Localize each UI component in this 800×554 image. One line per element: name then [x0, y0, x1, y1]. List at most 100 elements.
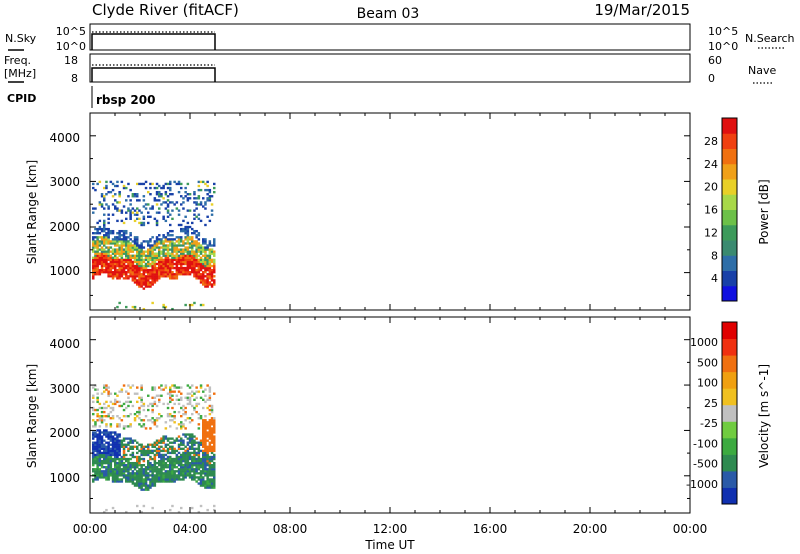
velocity-data-cell [98, 402, 102, 406]
power-data-cell [136, 273, 139, 276]
power-data-cell [155, 244, 159, 247]
velocity-data-cell [96, 433, 99, 436]
power-data-cell [142, 217, 146, 221]
velocity-data-cell [138, 449, 141, 453]
velocity-data-cell [169, 478, 172, 481]
velocity-data-cell [208, 419, 212, 422]
velocity-data-cell [107, 415, 110, 418]
power-data-cell [188, 252, 192, 255]
power-data-cell [202, 260, 205, 264]
velocity-data-cell [118, 457, 121, 461]
velocity-data-cell [129, 474, 132, 477]
velocity-data-cell [204, 421, 207, 424]
velocity-data-cell [206, 482, 209, 485]
velocity-data-cell [114, 400, 117, 404]
power-data-cell [199, 279, 203, 282]
power-data-cell [180, 227, 183, 231]
velocity-data-cell [180, 474, 183, 477]
velocity-data-cell [122, 427, 126, 430]
velocity-data-cell [197, 417, 201, 420]
velocity-data-cell [118, 404, 121, 408]
power-data-cell [213, 260, 216, 264]
power-data-cell [96, 264, 99, 268]
power-data-cell [114, 264, 117, 268]
velocity-data-cell [140, 466, 143, 469]
velocity-data-cell [100, 421, 104, 424]
power-data-cell [175, 248, 179, 251]
velocity-data-cell [204, 427, 207, 430]
power-data-cell [195, 252, 198, 255]
power-data-cell [109, 275, 113, 278]
velocity-data-cell [111, 480, 115, 483]
power-data-cell [149, 252, 152, 255]
velocity-data-cell [160, 459, 163, 463]
velocity-data-cell [164, 453, 168, 457]
velocity-data-cell [98, 447, 102, 451]
power-data-cell [184, 225, 187, 229]
velocity-data-cell [94, 449, 97, 453]
velocity-data-cell [114, 392, 117, 395]
power-data-cell [191, 221, 194, 225]
power-data-cell [140, 256, 143, 259]
velocity-colorbar-tick: -1000 [686, 478, 718, 491]
velocity-data-cell [131, 482, 135, 485]
velocity-data-cell [180, 425, 183, 428]
power-data-cell [131, 260, 135, 264]
velocity-data-cell [199, 461, 203, 465]
velocity-data-cell [140, 425, 143, 428]
velocity-data-cell [199, 449, 203, 453]
power-data-cell [151, 207, 154, 210]
velocity-data-cell [213, 449, 216, 453]
velocity-data-cell [105, 431, 108, 434]
power-data-cell [169, 277, 172, 280]
power-data-cell [169, 180, 172, 184]
power-ytick-4000: 4000 [49, 131, 80, 145]
power-data-cell [144, 254, 148, 257]
velocity-data-cell [177, 443, 181, 446]
velocity-data-cell [114, 474, 117, 477]
velocity-data-cell [171, 451, 174, 455]
power-data-cell [171, 256, 174, 259]
power-data-cell [188, 246, 192, 249]
velocity-data-cell [118, 480, 121, 483]
velocity-data-cell [155, 474, 159, 477]
power-data-cell [155, 271, 159, 274]
power-data-cell [162, 260, 165, 264]
velocity-data-cell [153, 470, 157, 473]
power-data-cell [92, 258, 95, 262]
velocity-data-cell [136, 476, 139, 479]
power-data-cell [193, 201, 196, 204]
power-data-cell [162, 258, 165, 262]
power-data-cell [153, 242, 157, 245]
velocity-data-cell [180, 478, 183, 481]
velocity-data-cell [177, 435, 181, 438]
power-data-cell [191, 254, 194, 257]
velocity-data-cell [199, 504, 203, 508]
velocity-data-cell [120, 464, 124, 467]
velocity-data-cell [120, 404, 124, 408]
power-data-cell [114, 250, 117, 253]
velocity-data-cell [195, 464, 198, 467]
velocity-data-cell [107, 392, 110, 395]
velocity-data-cell [169, 425, 172, 428]
velocity-data-cell [169, 400, 172, 404]
velocity-data-cell [118, 439, 121, 442]
velocity-data-cell [184, 468, 187, 471]
velocity-data-cell [133, 464, 137, 467]
velocity-data-cell [138, 464, 141, 467]
velocity-data-cell [105, 384, 108, 387]
velocity-data-cell [118, 445, 121, 448]
power-data-cell [177, 182, 181, 186]
power-data-cell [193, 229, 196, 233]
velocity-data-cell [151, 410, 154, 414]
power-data-cell [122, 273, 126, 276]
power-data-cell [140, 264, 143, 268]
power-data-cell [140, 182, 143, 186]
power-data-cell [103, 236, 106, 239]
velocity-data-cell [213, 472, 216, 475]
velocity-data-cell [162, 457, 165, 461]
velocity-data-cell [125, 437, 128, 440]
velocity-data-cell [184, 427, 187, 430]
velocity-data-cell [125, 406, 128, 410]
velocity-data-cell [140, 478, 143, 481]
